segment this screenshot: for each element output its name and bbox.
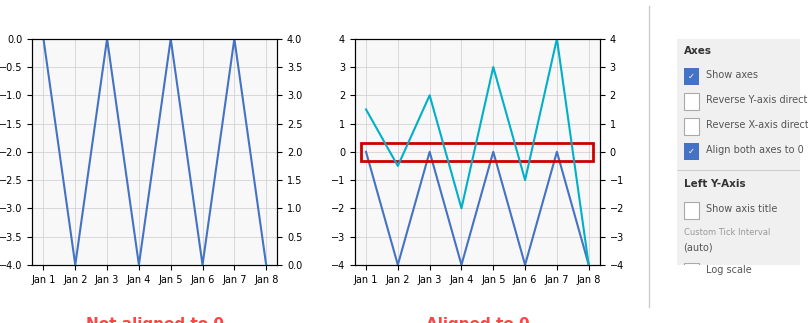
Title: Not aligned to 0: Not aligned to 0: [86, 317, 224, 323]
Text: Custom Tick Interval: Custom Tick Interval: [684, 228, 770, 236]
Text: ✓: ✓: [688, 72, 695, 81]
Title: Aligned to 0: Aligned to 0: [426, 317, 529, 323]
Text: Axes: Axes: [684, 46, 712, 56]
Bar: [684, 143, 700, 160]
Text: Show axis title: Show axis title: [705, 204, 777, 214]
Text: Log scale: Log scale: [705, 265, 751, 275]
Text: ✓: ✓: [688, 147, 695, 156]
Text: Reverse Y-axis direction: Reverse Y-axis direction: [705, 95, 808, 105]
Text: Reverse X-axis direction: Reverse X-axis direction: [705, 120, 808, 130]
Text: Left Y-Axis: Left Y-Axis: [684, 179, 745, 189]
Bar: [684, 68, 700, 85]
Bar: [684, 93, 700, 110]
Bar: [684, 202, 700, 218]
Text: Align both axes to 0: Align both axes to 0: [705, 145, 803, 155]
Text: Show axes: Show axes: [705, 70, 758, 80]
Bar: [684, 263, 700, 279]
Bar: [684, 118, 700, 135]
Bar: [361, 143, 594, 161]
Text: (auto): (auto): [684, 243, 713, 253]
